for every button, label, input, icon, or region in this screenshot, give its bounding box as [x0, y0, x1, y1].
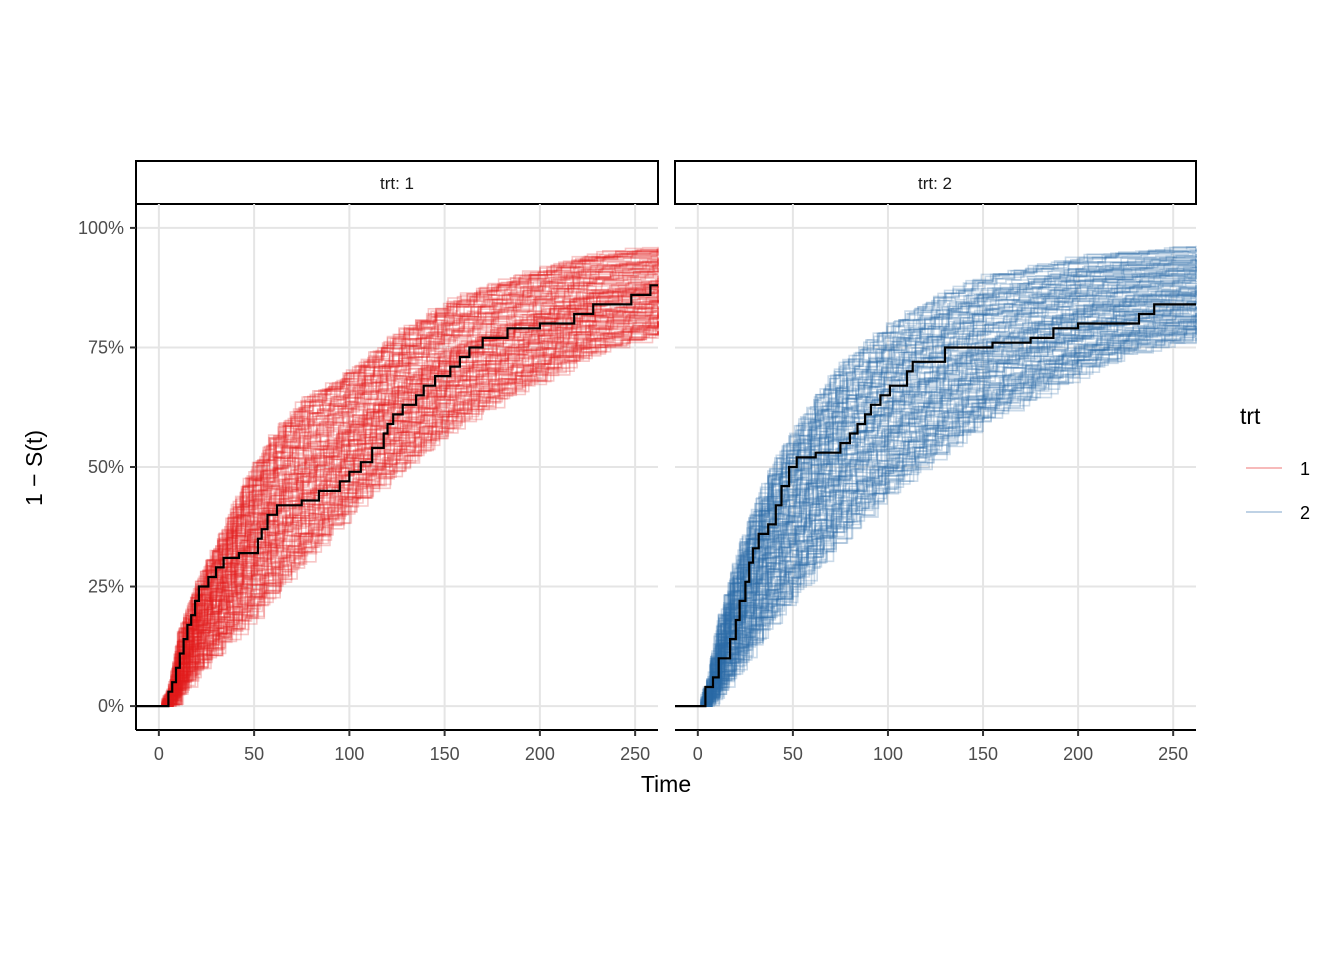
x-tick-label: 200: [525, 744, 555, 764]
x-tick-label: 0: [154, 744, 164, 764]
x-tick-label: 200: [1063, 744, 1093, 764]
strip-label: trt: 2: [918, 174, 952, 193]
x-axis-title: Time: [641, 771, 691, 797]
legend-title: trt: [1240, 403, 1261, 429]
y-tick-label: 100%: [78, 218, 124, 238]
y-tick-label: 75%: [88, 337, 124, 357]
x-ticks: 0 50 100 150 200 250: [154, 730, 650, 764]
x-tick-label: 250: [1158, 744, 1188, 764]
simulated-curves: [675, 246, 1196, 706]
y-tick-label: 25%: [88, 577, 124, 597]
x-ticks: 0 50 100 150 200 250: [693, 730, 1188, 764]
x-tick-label: 0: [693, 744, 703, 764]
legend: trt 1 2: [1240, 403, 1310, 523]
panel-trt-2: trt: 2 0 50 100 150 200 250: [675, 161, 1196, 764]
legend-label-1: 1: [1300, 459, 1310, 479]
y-tick-label: 50%: [88, 457, 124, 477]
x-tick-label: 150: [430, 744, 460, 764]
simulated-curves: [136, 247, 658, 706]
panel-trt-1: trt: 1 0 50 100 150 200 250 0% 25% 50% 75% 100%: [78, 161, 658, 764]
legend-label-2: 2: [1300, 503, 1310, 523]
strip-label: trt: 1: [380, 174, 414, 193]
x-tick-label: 50: [783, 744, 803, 764]
x-tick-label: 150: [968, 744, 998, 764]
y-ticks: 0% 25% 50% 75% 100%: [78, 218, 136, 716]
y-tick-label: 0%: [98, 696, 124, 716]
x-tick-label: 50: [244, 744, 264, 764]
y-axis-title: 1 − S(t): [21, 430, 47, 506]
x-tick-label: 100: [334, 744, 364, 764]
x-tick-label: 100: [873, 744, 903, 764]
x-tick-label: 250: [620, 744, 650, 764]
